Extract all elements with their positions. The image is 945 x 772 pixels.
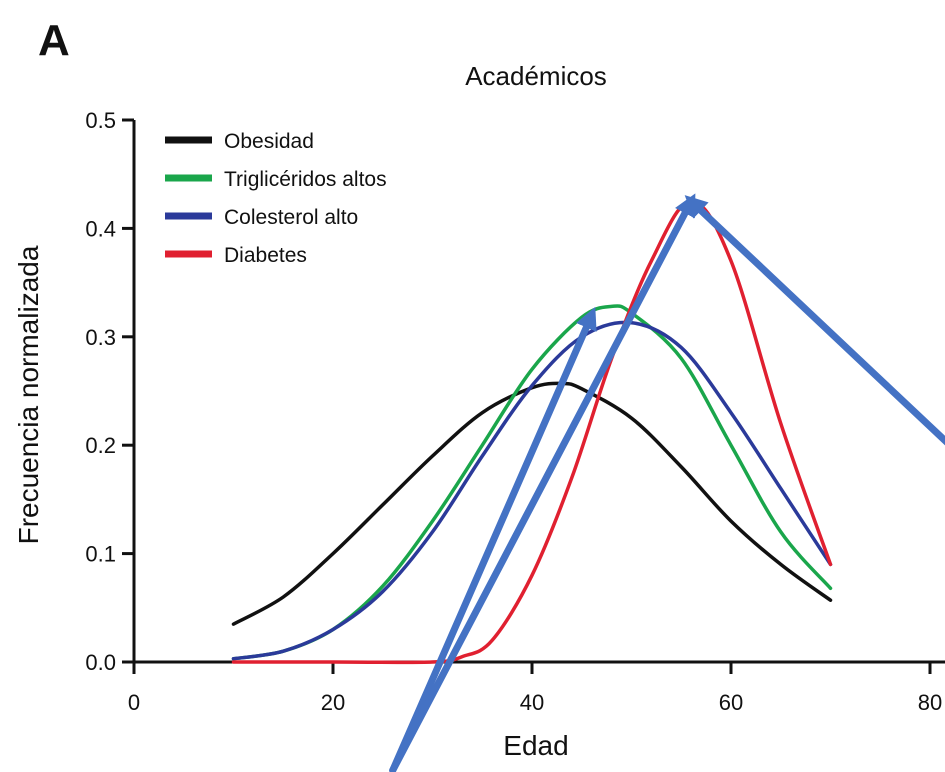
x-tick-label: 0 — [128, 690, 140, 715]
series-line-0 — [231, 381, 833, 626]
panel-label: A — [38, 16, 70, 65]
chart-title: Académicos — [465, 61, 607, 91]
x-tick-label: 80 — [918, 690, 942, 715]
x-tick-label: 20 — [321, 690, 345, 715]
x-tick-label: 60 — [719, 690, 743, 715]
y-tick-label: 0.5 — [85, 108, 116, 133]
y-tick-label: 0.4 — [85, 216, 116, 241]
legend-label-1: Triglicéridos altos — [224, 168, 387, 191]
legend: Obesidad Triglicéridos altos Colesterol al… — [165, 130, 387, 267]
legend-label-3: Diabetes — [224, 244, 307, 267]
series-line-3 — [231, 199, 833, 665]
y-tick-label: 0.1 — [85, 542, 116, 567]
annotation-arrow-2 — [684, 195, 945, 446]
series-line-1 — [231, 304, 833, 661]
annotation-arrow-0 — [389, 306, 597, 772]
series-line-2 — [231, 320, 833, 661]
legend-label-2: Colesterol alto — [224, 206, 358, 229]
annotation-layer — [389, 193, 945, 772]
legend-label-0: Obesidad — [224, 130, 314, 153]
y-tick-label: 0.0 — [85, 650, 116, 675]
y-ticks: 0.0 0.1 0.2 0.3 0.4 0.5 — [85, 108, 134, 675]
annotation-arrow-1 — [389, 193, 696, 772]
y-tick-label: 0.3 — [85, 325, 116, 350]
x-ticks: 0 20 40 60 80 — [128, 662, 942, 715]
x-tick-label: 40 — [520, 690, 544, 715]
x-axis-label: Edad — [503, 730, 568, 761]
y-tick-label: 0.2 — [85, 433, 116, 458]
y-axis-label: Frecuencia normalizada — [13, 245, 44, 544]
series-layer — [231, 199, 833, 665]
